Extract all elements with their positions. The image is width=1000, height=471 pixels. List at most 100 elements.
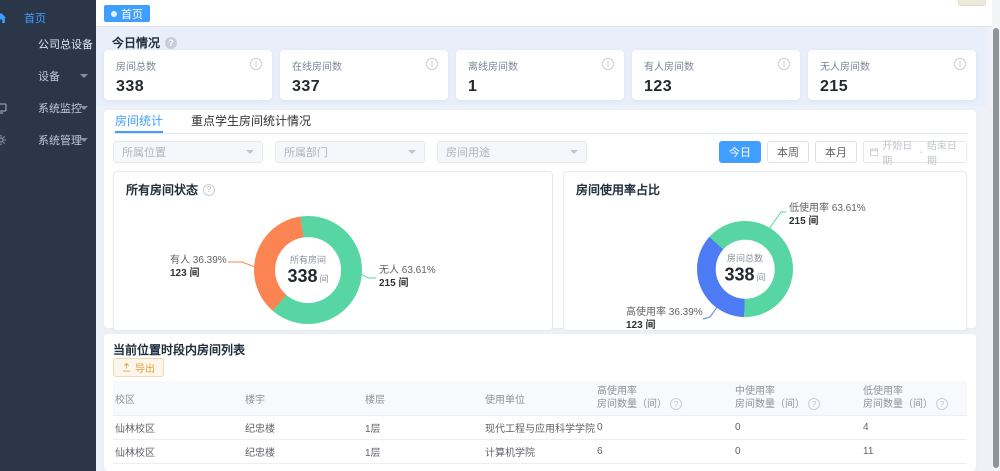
col-unit: 使用单位 [483, 381, 595, 416]
home-icon [0, 12, 9, 24]
stat-label: 有人房间数 [644, 62, 694, 73]
table-title: 当前位置时段内房间列表 [113, 343, 246, 357]
col-high-usage: 高使用率 房间数量（间）? [595, 381, 733, 416]
stat-card-total-rooms: 房间总数 338 i [104, 50, 272, 100]
stat-label: 房间总数 [116, 62, 156, 73]
this-week-button[interactable]: 本周 [767, 141, 809, 163]
select-placeholder: 所属部门 [284, 147, 328, 159]
date-end-placeholder: 结束日期 [926, 141, 957, 167]
date-range-group: 今日 本周 本月 开始日期 - 结束日期 [719, 141, 967, 167]
pie-label-low-usage: 低使用率 63.61% 215 间 [789, 203, 866, 227]
tags-view-bar: 首页 [96, 0, 1000, 27]
chevron-down-icon [408, 150, 416, 154]
sidebar-item-system-monitor[interactable]: 系统监控 [0, 95, 96, 121]
usage-rate-donut[interactable]: 房间总数 338 间 [697, 221, 793, 317]
pie-label-empty: 无人 63.61% 215 间 [379, 265, 436, 289]
top-right-partial-element [958, 0, 986, 6]
info-icon[interactable]: i [250, 58, 262, 70]
stat-label: 在线房间数 [292, 62, 342, 73]
help-icon[interactable]: ? [165, 36, 178, 49]
donut-center-value: 338 [287, 266, 318, 286]
stat-value: 338 [116, 78, 145, 95]
col-low-usage: 低使用率 房间数量（间）? [861, 381, 967, 416]
table-row: 仙林校区 纪忠楼 1层 大学计算机基础教学部 6 0 17 [113, 463, 967, 471]
sidebar-item-system-admin[interactable]: 系统管理 [0, 127, 96, 153]
date-range-picker[interactable]: 开始日期 - 结束日期 [863, 141, 967, 167]
info-icon[interactable]: i [954, 58, 966, 70]
export-button[interactable]: 导出 [113, 358, 164, 377]
sidebar-item-label: 系统监控 [38, 103, 82, 115]
stat-card-occupied-rooms: 有人房间数 123 i [632, 50, 800, 100]
sidebar-item-label: 设备 [38, 71, 60, 83]
info-icon[interactable]: i [602, 58, 614, 70]
stat-value: 1 [468, 78, 478, 95]
help-icon[interactable]: ? [808, 398, 820, 411]
select-placeholder: 房间用途 [446, 147, 490, 159]
sidebar-item-devices[interactable]: 设备 [0, 63, 96, 89]
tab-label: 首页 [121, 8, 143, 21]
section-title: 今日情况 [112, 36, 161, 50]
calendar-icon [870, 148, 879, 157]
stat-card-offline-rooms: 离线房间数 1 i [456, 50, 624, 100]
active-tab-dot-icon [111, 10, 117, 17]
donut-center-label: 房间总数 [726, 253, 764, 264]
tab-key-student-room-stats[interactable]: 重点学生房间统计情况 [191, 114, 312, 128]
main-content: 今日情况 ? 房间总数 338 i 在线房间数 337 i 离线房间数 1 i [96, 28, 986, 471]
tab-room-stats[interactable]: 房间统计 [115, 110, 164, 133]
help-icon[interactable]: ? [670, 398, 682, 411]
filter-row: 所属位置 所属部门 房间用途 今日 本周 本月 开始日 [113, 141, 967, 167]
pie-label-occupied: 有人 36.39% 123 间 [170, 255, 227, 279]
donut-center: 所有房间 338 间 [275, 237, 341, 303]
stats-tabs: 房间统计 重点学生房间统计情况 [113, 110, 967, 134]
usage-rate-chart-card: 房间使用率占比 房间总数 338 间 低使用率 63.61% [563, 171, 967, 331]
donut-center-label: 所有房间 [289, 255, 326, 265]
table-row: 仙林校区 纪忠楼 1层 现代工程与应用科学学院 0 0 4 [113, 415, 967, 440]
today-section: 今日情况 ? 房间总数 338 i 在线房间数 337 i 离线房间数 1 i [96, 28, 986, 106]
date-separator: - [919, 146, 923, 158]
this-month-button[interactable]: 本月 [815, 141, 857, 163]
sidebar-item-label: 首页 [24, 13, 46, 25]
gear-icon [0, 134, 9, 146]
select-placeholder: 所属位置 [122, 147, 166, 159]
location-select[interactable]: 所属位置 [113, 141, 263, 163]
col-mid-usage: 中使用率 房间数量（间）? [733, 381, 861, 416]
help-icon[interactable]: ? [936, 398, 948, 411]
chevron-down-icon [246, 150, 254, 154]
stat-card-empty-rooms: 无人房间数 215 i [808, 50, 976, 100]
sidebar-item-company-devices[interactable]: 公司总设备 [0, 31, 96, 57]
table-header-row: 校区 楼宇 楼层 使用单位 高使用率 房间数量（间）? 中使用率 房间数量（间）… [113, 381, 967, 416]
chevron-down-icon [80, 106, 88, 110]
today-title-row: 今日情况 ? [112, 34, 178, 51]
room-usage-select[interactable]: 房间用途 [437, 141, 587, 163]
sidebar-item-home[interactable]: 首页 [0, 5, 96, 31]
room-status-donut[interactable]: 所有房间 338 间 [254, 216, 362, 324]
col-floor: 楼层 [363, 381, 483, 416]
pie-label-high-usage: 高使用率 36.39% 123 间 [626, 307, 703, 331]
export-icon [122, 363, 131, 372]
help-icon[interactable]: ? [203, 183, 216, 196]
stat-label: 离线房间数 [468, 62, 518, 73]
chevron-down-icon [80, 138, 88, 142]
col-building: 楼宇 [243, 381, 363, 416]
stat-label: 无人房间数 [820, 62, 870, 73]
room-stats-panel: 房间统计 重点学生房间统计情况 所属位置 所属部门 房间用途 今日 [104, 110, 976, 331]
sidebar: 首页 公司总设备 设备 系统监控 系统管理 [0, 0, 96, 471]
today-button[interactable]: 今日 [719, 141, 761, 163]
stat-value: 215 [820, 78, 849, 95]
donut-center-unit: 间 [756, 272, 766, 283]
stat-value: 123 [644, 78, 673, 95]
info-icon[interactable]: i [778, 58, 790, 70]
table-row: 仙林校区 纪忠楼 1层 计算机学院 6 0 11 [113, 439, 967, 464]
sidebar-item-label: 系统管理 [38, 135, 82, 147]
department-select[interactable]: 所属部门 [275, 141, 425, 163]
tab-home[interactable]: 首页 [104, 5, 150, 22]
scrollbar-thumb[interactable] [993, 28, 999, 468]
donut-center-value: 338 [724, 264, 755, 285]
date-start-placeholder: 开始日期 [882, 141, 913, 167]
stat-value: 337 [292, 78, 321, 95]
chevron-down-icon [80, 74, 88, 78]
chart-title: 所有房间状态 [126, 183, 199, 197]
monitor-icon [0, 102, 9, 114]
info-icon[interactable]: i [426, 58, 438, 70]
